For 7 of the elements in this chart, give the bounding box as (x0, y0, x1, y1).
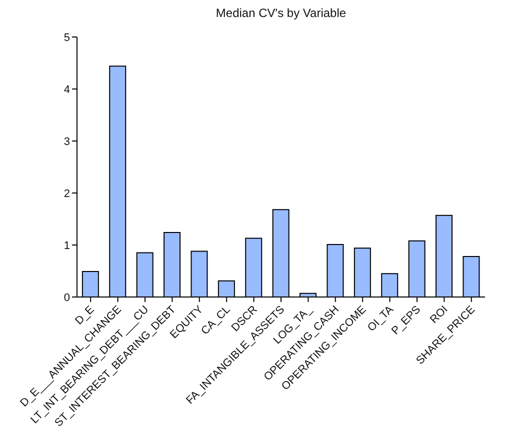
chart-title: Median CV's by Variable (214, 6, 348, 20)
y-tick-label: 5 (64, 32, 70, 44)
y-tick-label: 3 (64, 136, 70, 148)
y-tick-label: 1 (64, 240, 70, 252)
y-tick-label: 4 (64, 84, 70, 96)
y-tick-label: 2 (64, 188, 70, 200)
y-tick-label: 0 (64, 292, 70, 304)
